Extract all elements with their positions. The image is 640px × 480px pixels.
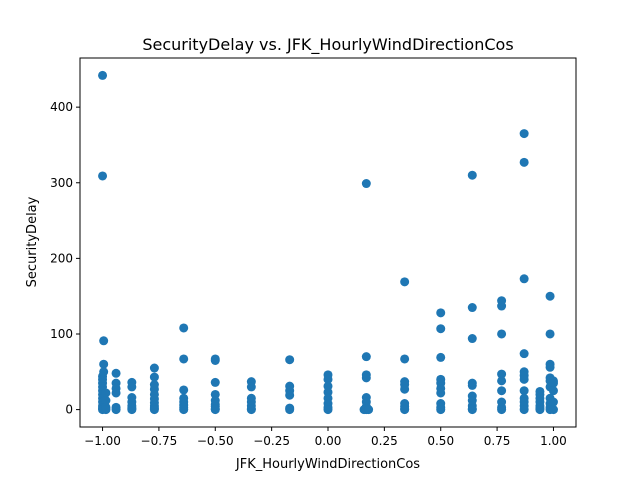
- data-point: [111, 388, 121, 398]
- data-point: [497, 369, 507, 379]
- data-point: [467, 170, 477, 180]
- y-axis-label: SecurityDelay: [25, 196, 40, 287]
- x-axis-ticks: −1.00 −0.75 −0.50 −0.25 0.00 0.25 0.50 0.75 1.00: [84, 427, 567, 448]
- data-point: [497, 301, 507, 311]
- x-tick-label: 1.00: [540, 434, 567, 448]
- x-tick-label: 0.75: [484, 434, 511, 448]
- data-point: [99, 336, 109, 346]
- data-point: [545, 362, 555, 372]
- data-point: [179, 405, 189, 415]
- data-point: [497, 386, 507, 396]
- data-point: [364, 405, 374, 415]
- data-point: [548, 378, 558, 388]
- data-point: [519, 157, 529, 167]
- data-point: [149, 363, 159, 373]
- data-point: [127, 382, 137, 392]
- data-point: [519, 129, 529, 139]
- data-point: [519, 374, 529, 384]
- data-point: [99, 359, 109, 369]
- x-tick-label: −0.25: [253, 434, 290, 448]
- data-point: [400, 354, 410, 364]
- data-point: [361, 352, 371, 362]
- data-point: [467, 303, 477, 313]
- x-tick-label: −1.00: [84, 434, 121, 448]
- data-point: [436, 388, 446, 398]
- chart-title: SecurityDelay vs. JFK_HourlyWindDirectio…: [142, 35, 513, 55]
- data-point: [323, 374, 333, 384]
- data-point: [519, 349, 529, 359]
- data-point: [111, 368, 121, 378]
- data-point: [519, 405, 529, 415]
- data-point: [519, 386, 529, 396]
- y-axis-ticks: 0 100 200 300 400: [50, 100, 80, 417]
- data-point: [285, 405, 295, 415]
- data-point: [149, 405, 159, 415]
- points-layer: [98, 70, 558, 415]
- data-point: [210, 355, 220, 365]
- data-point: [101, 388, 111, 398]
- data-point: [436, 352, 446, 362]
- data-point: [545, 291, 555, 301]
- y-tick-label: 200: [50, 251, 73, 265]
- data-point: [535, 405, 545, 415]
- data-point: [467, 380, 477, 390]
- data-point: [519, 274, 529, 284]
- data-point: [98, 171, 108, 181]
- data-point: [246, 405, 256, 415]
- data-point: [548, 386, 558, 396]
- data-point: [111, 405, 121, 415]
- data-point: [246, 382, 256, 392]
- data-point: [467, 334, 477, 344]
- data-point: [127, 405, 137, 415]
- data-point: [149, 372, 159, 382]
- data-point: [285, 355, 295, 365]
- data-point: [285, 390, 295, 400]
- x-tick-label: 0.00: [315, 434, 342, 448]
- data-point: [436, 324, 446, 334]
- data-point: [323, 405, 333, 415]
- data-point: [436, 405, 446, 415]
- data-point: [210, 377, 220, 387]
- data-point: [179, 323, 189, 333]
- data-point: [179, 385, 189, 395]
- x-tick-label: −0.50: [197, 434, 234, 448]
- y-tick-label: 100: [50, 327, 73, 341]
- y-tick-label: 400: [50, 100, 73, 114]
- data-point: [400, 277, 410, 287]
- data-point: [210, 405, 220, 415]
- data-point: [548, 397, 558, 407]
- data-point: [545, 329, 555, 339]
- data-point: [179, 354, 189, 364]
- data-point: [548, 405, 558, 415]
- data-point: [467, 405, 477, 415]
- data-point: [497, 376, 507, 386]
- data-point: [101, 396, 111, 406]
- data-point: [436, 308, 446, 318]
- x-axis-label: JFK_HourlyWindDirectionCos: [235, 457, 420, 472]
- x-tick-label: −0.75: [141, 434, 178, 448]
- y-tick-label: 300: [50, 176, 73, 190]
- y-tick-label: 0: [65, 403, 73, 417]
- data-point: [497, 329, 507, 339]
- data-point: [98, 70, 108, 80]
- data-point: [400, 384, 410, 394]
- data-point: [400, 405, 410, 415]
- data-point: [361, 373, 371, 383]
- data-point: [361, 179, 371, 189]
- x-tick-label: 0.25: [371, 434, 398, 448]
- data-point: [101, 405, 111, 415]
- x-tick-label: 0.50: [427, 434, 454, 448]
- data-point: [497, 405, 507, 415]
